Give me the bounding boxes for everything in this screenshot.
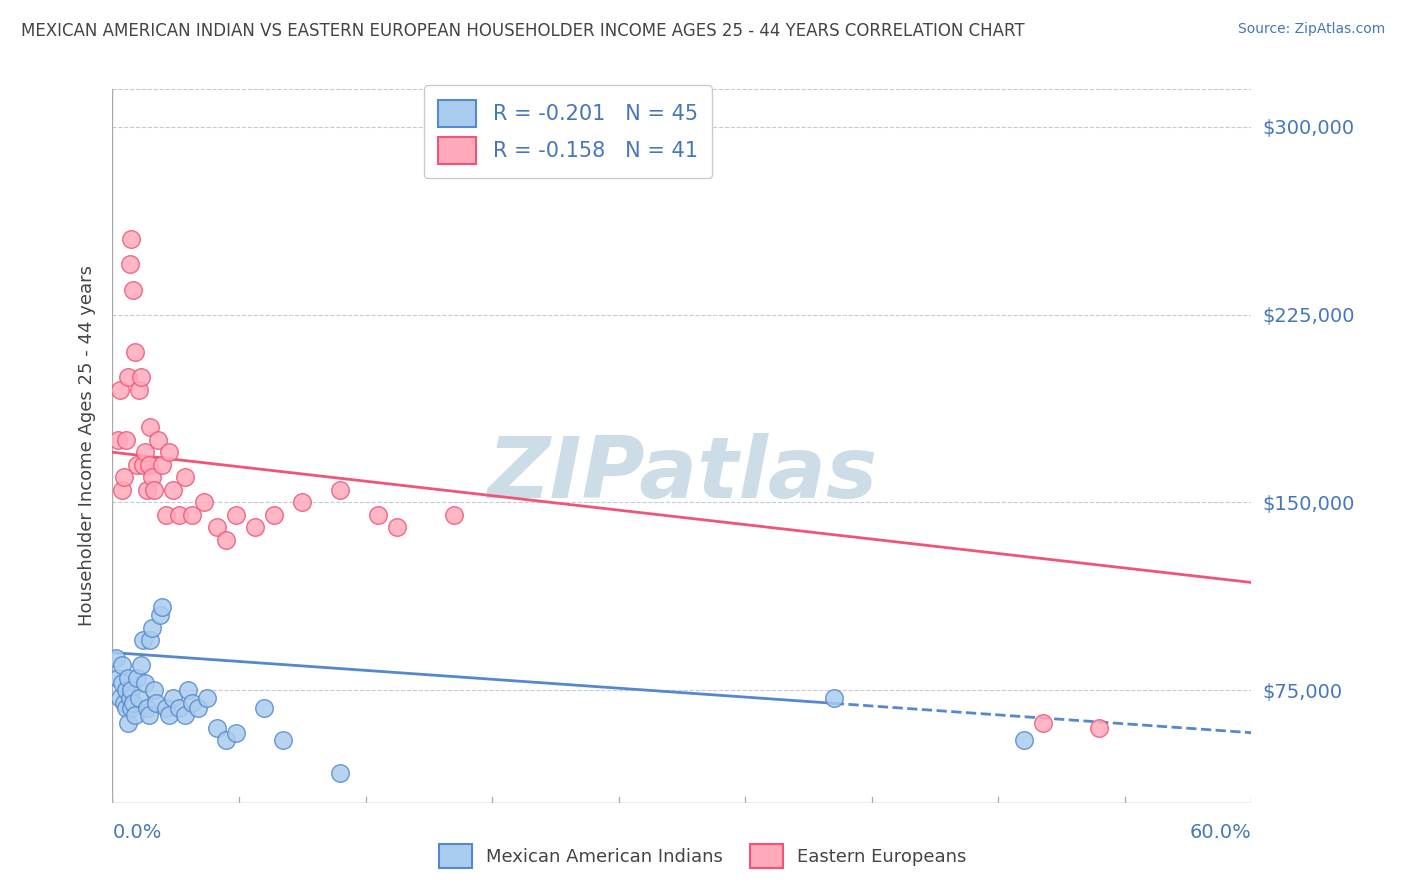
Point <box>117 671 139 685</box>
Point <box>111 658 134 673</box>
Point <box>150 458 173 472</box>
Point <box>114 700 136 714</box>
Point <box>129 370 152 384</box>
Point <box>114 433 136 447</box>
Point <box>205 721 228 735</box>
Point <box>143 683 166 698</box>
Point <box>132 458 155 472</box>
Point <box>114 683 136 698</box>
Legend: R = -0.201   N = 45, R = -0.158   N = 41: R = -0.201 N = 45, R = -0.158 N = 41 <box>423 86 713 178</box>
Point <box>155 700 177 714</box>
Point <box>173 470 195 484</box>
Point <box>108 690 131 705</box>
Point <box>141 621 163 635</box>
Point <box>141 470 163 484</box>
Point <box>145 696 167 710</box>
Text: 60.0%: 60.0% <box>1189 822 1251 842</box>
Point <box>138 708 160 723</box>
Point <box>111 483 134 497</box>
Point <box>225 508 247 522</box>
Point <box>253 700 276 714</box>
Point <box>132 633 155 648</box>
Point <box>181 508 204 522</box>
Point <box>205 520 228 534</box>
Point <box>187 700 209 714</box>
Point <box>1012 733 1035 747</box>
Point <box>167 508 190 522</box>
Point <box>329 483 352 497</box>
Point <box>215 733 238 747</box>
Point <box>117 715 139 730</box>
Point <box>112 470 135 484</box>
Point <box>167 700 190 714</box>
Point <box>124 708 146 723</box>
Point <box>139 633 162 648</box>
Point <box>329 765 352 780</box>
Y-axis label: Householder Income Ages 25 - 44 years: Householder Income Ages 25 - 44 years <box>77 266 96 626</box>
Point <box>128 690 150 705</box>
Point <box>162 483 184 497</box>
Point <box>1032 715 1054 730</box>
Point <box>134 675 156 690</box>
Point <box>122 283 145 297</box>
Legend: Mexican American Indians, Eastern Europeans: Mexican American Indians, Eastern Europe… <box>429 834 977 879</box>
Point <box>1088 721 1111 735</box>
Text: MEXICAN AMERICAN INDIAN VS EASTERN EUROPEAN HOUSEHOLDER INCOME AGES 25 - 44 YEAR: MEXICAN AMERICAN INDIAN VS EASTERN EUROP… <box>21 22 1025 40</box>
Point <box>193 495 215 509</box>
Point <box>118 257 141 271</box>
Point <box>181 696 204 710</box>
Point <box>121 683 143 698</box>
Point <box>121 700 143 714</box>
Point <box>135 483 157 497</box>
Point <box>215 533 238 547</box>
Point <box>243 520 266 534</box>
Point <box>112 696 135 710</box>
Point <box>225 725 247 739</box>
Point <box>155 508 177 522</box>
Point <box>367 508 389 522</box>
Point <box>124 345 146 359</box>
Point <box>127 671 149 685</box>
Point <box>122 696 145 710</box>
Text: 0.0%: 0.0% <box>112 822 162 842</box>
Point <box>195 690 219 705</box>
Point <box>138 458 160 472</box>
Point <box>385 520 409 534</box>
Point <box>129 658 152 673</box>
Point <box>105 650 128 665</box>
Point <box>150 600 173 615</box>
Point <box>107 671 129 685</box>
Point <box>143 483 166 497</box>
Point <box>173 708 195 723</box>
Point <box>117 370 139 384</box>
Point <box>291 495 314 509</box>
Point <box>271 733 295 747</box>
Point <box>177 683 200 698</box>
Point <box>159 708 180 723</box>
Point <box>162 690 184 705</box>
Point <box>127 458 149 472</box>
Text: Source: ZipAtlas.com: Source: ZipAtlas.com <box>1237 22 1385 37</box>
Point <box>823 690 845 705</box>
Point <box>139 420 162 434</box>
Point <box>135 700 157 714</box>
Point <box>111 675 134 690</box>
Point <box>149 607 172 622</box>
Point <box>443 508 465 522</box>
Text: ZIPatlas: ZIPatlas <box>486 433 877 516</box>
Point <box>159 445 180 459</box>
Point <box>108 383 131 397</box>
Point <box>146 433 169 447</box>
Point <box>128 383 150 397</box>
Point <box>134 445 156 459</box>
Point <box>121 232 143 246</box>
Point <box>107 433 129 447</box>
Point <box>263 508 285 522</box>
Point <box>118 690 141 705</box>
